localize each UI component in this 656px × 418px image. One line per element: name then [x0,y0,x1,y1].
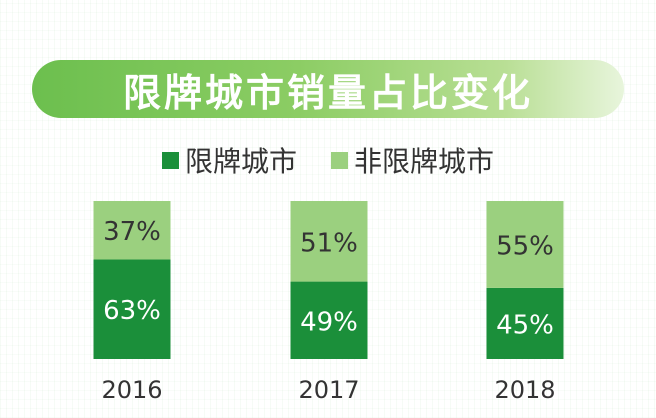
legend-swatch-limited [161,151,179,169]
bar-non-limited-2018 [486,201,564,288]
title-banner: 限牌城市销量占比变化 [32,60,624,118]
x-tick-label-2017: 2017 [298,376,359,404]
data-label-non-limited-2016: 37% [103,217,161,247]
data-label-limited-2016: 63% [103,296,161,326]
legend-item-non-limited: 非限牌城市 [331,140,494,180]
legend-item-limited: 限牌城市 [161,140,297,180]
x-tick-label-2016: 2016 [101,376,162,404]
data-label-non-limited-2017: 51% [300,228,358,258]
legend: 限牌城市 非限牌城市 [0,140,656,180]
data-label-limited-2018: 45% [496,310,554,340]
legend-label-non-limited: 非限牌城市 [354,145,495,178]
data-label-limited-2017: 49% [300,307,358,337]
legend-label-limited: 限牌城市 [184,145,297,178]
bar-limited-2016 [93,259,171,359]
chart-title: 限牌城市销量占比变化 [122,70,533,115]
bar-non-limited-2016 [93,201,171,260]
legend-swatch-non-limited [331,151,348,169]
bar-limited-2017 [290,281,368,359]
data-label-non-limited-2018: 55% [496,231,554,261]
x-tick-label-2018: 2018 [494,376,555,404]
bar-limited-2018 [486,287,564,359]
bar-non-limited-2017 [290,201,368,282]
